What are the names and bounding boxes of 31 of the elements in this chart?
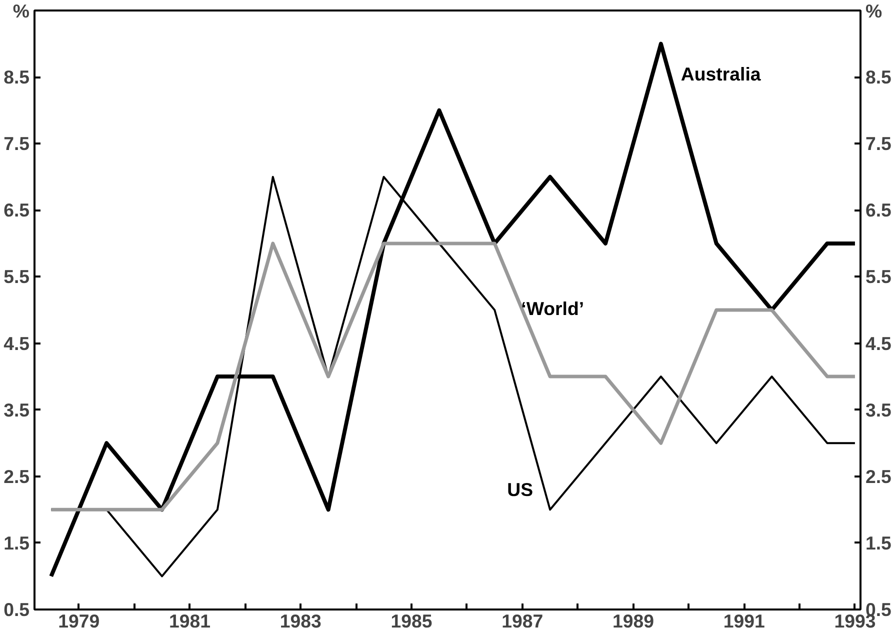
y-tick-label: 4.5 <box>4 332 30 354</box>
x-tick-label: 1987 <box>502 610 544 630</box>
y2-tick-label: 2.5 <box>866 466 892 487</box>
x-tick-label: 1979 <box>58 610 100 630</box>
series-label: Australia <box>680 63 762 84</box>
y-tick-label: 0.5 <box>4 599 30 620</box>
y-tick-label: 6.5 <box>4 200 30 221</box>
y2-tick-label: 6.5 <box>866 200 892 221</box>
y2-tick-label: 8.5 <box>866 66 892 88</box>
x-tick-label: 1981 <box>168 610 210 630</box>
series-label: ‘World’ <box>521 298 584 319</box>
y2-tick-label: 3.5 <box>866 399 892 420</box>
y2-tick-label: 4.5 <box>866 332 892 354</box>
y-tick-label: 8.5 <box>4 66 30 88</box>
x-tick-label: 1991 <box>723 610 765 630</box>
y-tick-label: 2.5 <box>4 466 30 487</box>
y-tick-label: % <box>12 0 30 22</box>
x-tick-label: 1989 <box>612 610 654 630</box>
y-tick-label: 3.5 <box>4 399 30 420</box>
y-tick-label: 7.5 <box>4 133 30 154</box>
y-tick-label: 5.5 <box>4 266 30 288</box>
y2-tick-label: 5.5 <box>866 266 892 288</box>
line-series <box>49 42 857 578</box>
line-series <box>49 242 857 512</box>
series-label: US <box>507 479 534 500</box>
y2-tick-label: 7.5 <box>866 133 892 154</box>
y-tick-label: 1.5 <box>4 532 30 554</box>
x-tick-label: 1983 <box>280 610 322 630</box>
x-tick-label: 1985 <box>390 610 432 630</box>
y2-tick-label: % <box>866 0 882 22</box>
y2-tick-label: 1.5 <box>866 532 892 554</box>
